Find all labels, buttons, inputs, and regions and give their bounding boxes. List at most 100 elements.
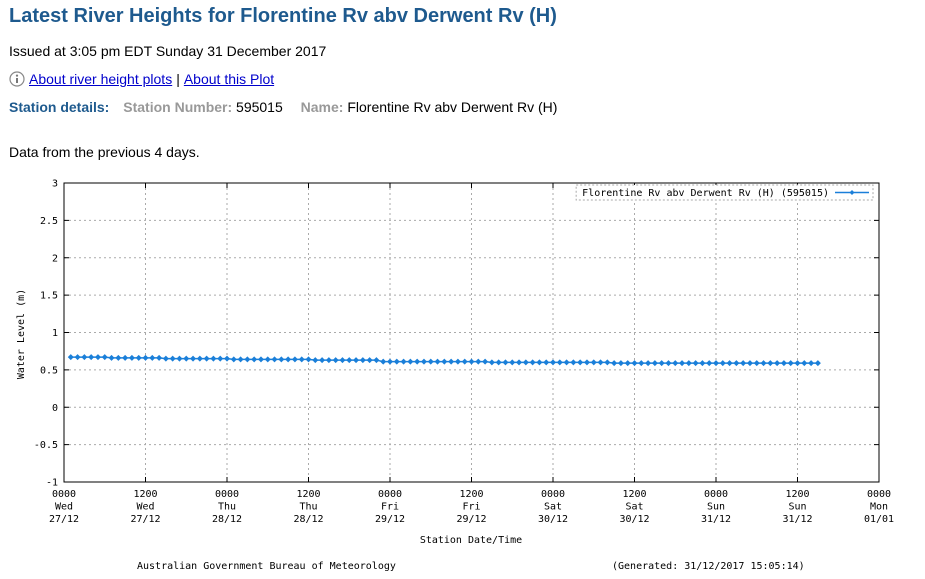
data-point bbox=[257, 356, 264, 363]
x-tick-label: Thu bbox=[299, 502, 317, 513]
x-tick-label: Thu bbox=[218, 502, 236, 513]
x-tick-label: Sat bbox=[625, 502, 643, 513]
y-tick-label: 0 bbox=[52, 403, 58, 414]
legend-marker bbox=[849, 190, 855, 195]
data-point bbox=[583, 359, 590, 366]
data-point bbox=[570, 359, 577, 366]
data-point bbox=[169, 355, 176, 362]
data-point bbox=[325, 357, 332, 364]
data-point bbox=[577, 359, 584, 366]
data-point bbox=[237, 356, 244, 363]
data-point bbox=[801, 360, 808, 367]
data-point bbox=[278, 356, 285, 363]
data-point bbox=[353, 357, 360, 364]
data-point bbox=[563, 359, 570, 366]
data-point bbox=[719, 360, 726, 367]
x-tick-label: 31/12 bbox=[701, 514, 731, 525]
data-point bbox=[746, 360, 753, 367]
info-icon bbox=[9, 71, 25, 87]
data-point bbox=[522, 359, 529, 366]
data-point bbox=[264, 356, 271, 363]
separator: | bbox=[176, 71, 180, 87]
data-point bbox=[190, 355, 197, 362]
data-point bbox=[88, 354, 95, 361]
data-point bbox=[434, 358, 441, 365]
data-point bbox=[753, 360, 760, 367]
x-tick-label: 28/12 bbox=[212, 514, 242, 525]
station-number-label: Station Number: bbox=[123, 99, 233, 115]
data-point bbox=[142, 354, 149, 361]
station-name: Florentine Rv abv Derwent Rv (H) bbox=[347, 99, 558, 115]
y-tick-label: 0.5 bbox=[40, 365, 58, 376]
data-point bbox=[291, 356, 298, 363]
data-point bbox=[332, 357, 339, 364]
data-point bbox=[468, 358, 475, 365]
data-point bbox=[794, 360, 801, 367]
link[interactable]: About river height plots bbox=[29, 71, 173, 87]
data-point bbox=[101, 354, 108, 361]
data-point bbox=[319, 357, 326, 364]
data-point bbox=[488, 359, 495, 366]
data-point bbox=[359, 357, 366, 364]
data-point bbox=[604, 359, 611, 366]
data-point bbox=[631, 360, 638, 367]
data-point bbox=[665, 360, 672, 367]
data-point bbox=[495, 359, 502, 366]
x-tick-label: 0000 bbox=[52, 489, 76, 500]
data-point bbox=[285, 356, 292, 363]
data-point bbox=[699, 360, 706, 367]
data-point bbox=[550, 359, 556, 366]
data-point bbox=[543, 359, 550, 366]
x-tick-label: 0000 bbox=[215, 489, 239, 500]
legend-label: Florentine Rv abv Derwent Rv (H) (595015… bbox=[582, 188, 829, 199]
data-point bbox=[814, 360, 821, 367]
x-tick-label: 0000 bbox=[867, 489, 891, 500]
data-point bbox=[298, 356, 305, 363]
x-tick-label: 29/12 bbox=[375, 514, 405, 525]
x-tick-label: Fri bbox=[381, 502, 399, 513]
data-point bbox=[672, 360, 679, 367]
station-details-label: Station details: bbox=[9, 99, 110, 115]
x-tick-label: 27/12 bbox=[49, 514, 79, 525]
data-point bbox=[611, 360, 618, 367]
x-tick-label: 0000 bbox=[704, 489, 728, 500]
y-tick-label: -0.5 bbox=[34, 440, 58, 451]
data-point bbox=[271, 356, 278, 363]
data-point bbox=[74, 354, 81, 361]
x-tick-label: 1200 bbox=[459, 489, 483, 500]
data-point bbox=[808, 360, 815, 367]
x-tick-label: 1200 bbox=[133, 489, 157, 500]
data-point bbox=[373, 357, 380, 364]
footer-right: (Generated: 31/12/2017 15:05:14) bbox=[612, 561, 805, 572]
data-point bbox=[740, 360, 747, 367]
data-point bbox=[346, 357, 353, 364]
x-tick-label: Fri bbox=[462, 502, 480, 513]
data-point bbox=[224, 355, 230, 362]
x-tick-label: 28/12 bbox=[293, 514, 323, 525]
data-point bbox=[414, 358, 421, 365]
data-point bbox=[339, 357, 346, 364]
data-point bbox=[230, 356, 237, 363]
data-point bbox=[400, 358, 407, 365]
data-point bbox=[590, 359, 597, 366]
x-tick-label: Sun bbox=[707, 502, 725, 513]
data-point bbox=[183, 355, 190, 362]
y-tick-label: -1 bbox=[46, 478, 58, 489]
legend: Florentine Rv abv Derwent Rv (H) (595015… bbox=[575, 184, 874, 201]
data-point bbox=[380, 358, 387, 365]
data-point bbox=[529, 359, 536, 366]
legend-box bbox=[575, 184, 874, 201]
data-point bbox=[420, 358, 427, 365]
data-point bbox=[638, 360, 645, 367]
data-point bbox=[461, 358, 468, 365]
data-point bbox=[726, 360, 733, 367]
y-tick-label: 2.5 bbox=[40, 216, 58, 227]
data-point bbox=[617, 360, 624, 367]
data-point bbox=[454, 358, 461, 365]
data-point bbox=[128, 354, 135, 361]
data-point bbox=[108, 354, 115, 361]
data-point bbox=[706, 360, 713, 367]
data-point bbox=[203, 355, 210, 362]
data-point bbox=[312, 357, 319, 364]
link[interactable]: About this Plot bbox=[183, 71, 275, 87]
